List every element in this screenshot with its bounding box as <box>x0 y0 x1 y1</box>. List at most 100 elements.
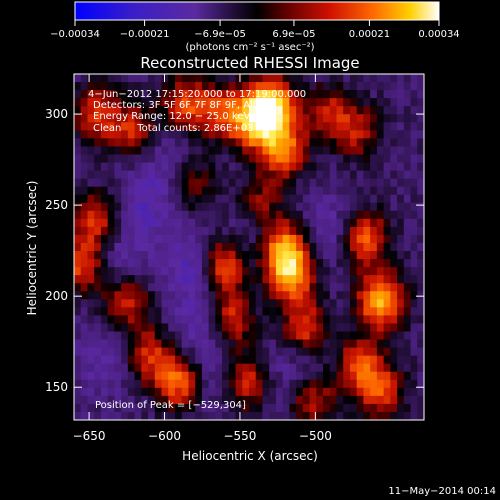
heatmap-cell <box>397 259 405 268</box>
heatmap-cell <box>343 379 351 389</box>
heatmap-cell <box>134 259 142 268</box>
heatmap-cell <box>174 154 183 164</box>
heatmap-cell <box>376 355 385 365</box>
heatmap-cell <box>148 283 156 292</box>
colorbar-gradient <box>74 1 440 21</box>
heatmap-cell <box>235 242 243 252</box>
heatmap-cell <box>249 275 257 284</box>
heatmap-cell <box>269 371 277 381</box>
heatmap-cell <box>262 194 270 204</box>
heatmap-cell <box>100 315 109 325</box>
heatmap-cell <box>363 186 371 196</box>
heatmap-cell <box>329 347 338 357</box>
heatmap-cell <box>403 403 412 413</box>
heatmap-cell <box>174 186 183 196</box>
heatmap-cell <box>181 363 190 373</box>
heatmap-cell <box>80 331 89 341</box>
heatmap-cell <box>94 122 102 131</box>
heatmap-cell <box>94 234 102 244</box>
heatmap-cell <box>289 387 297 397</box>
heatmap-cell <box>255 194 264 204</box>
heatmap-cell <box>363 363 371 373</box>
heatmap-cell <box>329 371 338 381</box>
heatmap-cell <box>323 403 331 413</box>
heatmap-cell <box>94 363 102 373</box>
heatmap-cell <box>107 210 115 220</box>
heatmap-cell <box>336 82 344 91</box>
heatmap-cell <box>255 371 264 381</box>
heatmap-cell <box>174 178 183 188</box>
heatmap-cell <box>417 138 424 148</box>
heatmap-cell <box>296 146 304 156</box>
heatmap-cell <box>343 106 351 115</box>
heatmap-cell <box>161 242 169 252</box>
heatmap-cell <box>356 379 365 389</box>
heatmap-cell <box>148 363 156 373</box>
heatmap-cell <box>181 275 190 284</box>
heatmap-cell <box>363 178 371 188</box>
heatmap-cell <box>235 202 243 212</box>
heatmap-cell <box>417 122 424 131</box>
heatmap-cell <box>168 186 176 196</box>
heatmap-cell <box>235 251 243 260</box>
heatmap-cell <box>107 194 115 204</box>
heatmap-cell <box>141 98 149 107</box>
heatmap-cell <box>255 363 264 373</box>
heatmap-cell <box>114 395 122 405</box>
heatmap-cell <box>114 307 122 316</box>
heatmap-cell <box>249 259 257 268</box>
heatmap-cell <box>121 259 129 268</box>
heatmap-cell <box>208 210 216 220</box>
heatmap-cell <box>181 106 190 115</box>
heatmap-cell <box>127 283 136 292</box>
heatmap-cell <box>275 355 284 365</box>
heatmap-cell <box>168 299 176 308</box>
heatmap-cell <box>148 242 156 252</box>
heatmap-cell <box>370 371 378 381</box>
heatmap-cell <box>316 74 324 83</box>
heatmap-cell <box>282 106 290 115</box>
heatmap-cell <box>417 307 424 316</box>
heatmap-cell <box>107 307 115 316</box>
heatmap-cell <box>296 275 304 284</box>
heatmap-cell <box>397 186 405 196</box>
heatmap-cell <box>134 234 142 244</box>
heatmap-cell <box>195 186 203 196</box>
heatmap-cell <box>296 162 304 172</box>
heatmap-cell <box>417 218 424 228</box>
heatmap-cell <box>168 194 176 204</box>
heatmap-cell <box>289 218 297 228</box>
heatmap-cell <box>195 170 203 180</box>
heatmap-cell <box>141 138 149 148</box>
heatmap-cell <box>309 202 317 212</box>
heatmap-cell <box>127 339 136 349</box>
heatmap-cell <box>215 186 223 196</box>
heatmap-cell <box>383 114 391 123</box>
heatmap-cell <box>242 403 250 413</box>
heatmap-cell <box>201 315 210 325</box>
heatmap-cell <box>282 395 290 405</box>
heatmap-cell <box>289 331 297 341</box>
heatmap-cell <box>269 379 277 389</box>
heatmap-cell <box>410 154 418 164</box>
heatmap-cell <box>215 283 223 292</box>
heatmap-cell <box>174 363 183 373</box>
heatmap-cell <box>269 411 277 420</box>
heatmap-cell <box>376 307 385 316</box>
heatmap-cell <box>195 130 203 139</box>
heatmap-cell <box>208 106 216 115</box>
heatmap-cell <box>121 74 129 83</box>
heatmap-cell <box>343 226 351 236</box>
heatmap-cell <box>329 226 338 236</box>
heatmap-cell <box>87 186 95 196</box>
heatmap-cell <box>235 275 243 284</box>
heatmap-cell <box>114 339 122 349</box>
heatmap-cell <box>417 106 424 115</box>
heatmap-cell <box>114 371 122 381</box>
heatmap-cell <box>336 226 344 236</box>
heatmap-cell <box>356 355 365 365</box>
heatmap-cell <box>343 114 351 123</box>
heatmap-cell <box>410 178 418 188</box>
heatmap-cell <box>269 138 277 148</box>
heatmap-cell <box>148 379 156 389</box>
